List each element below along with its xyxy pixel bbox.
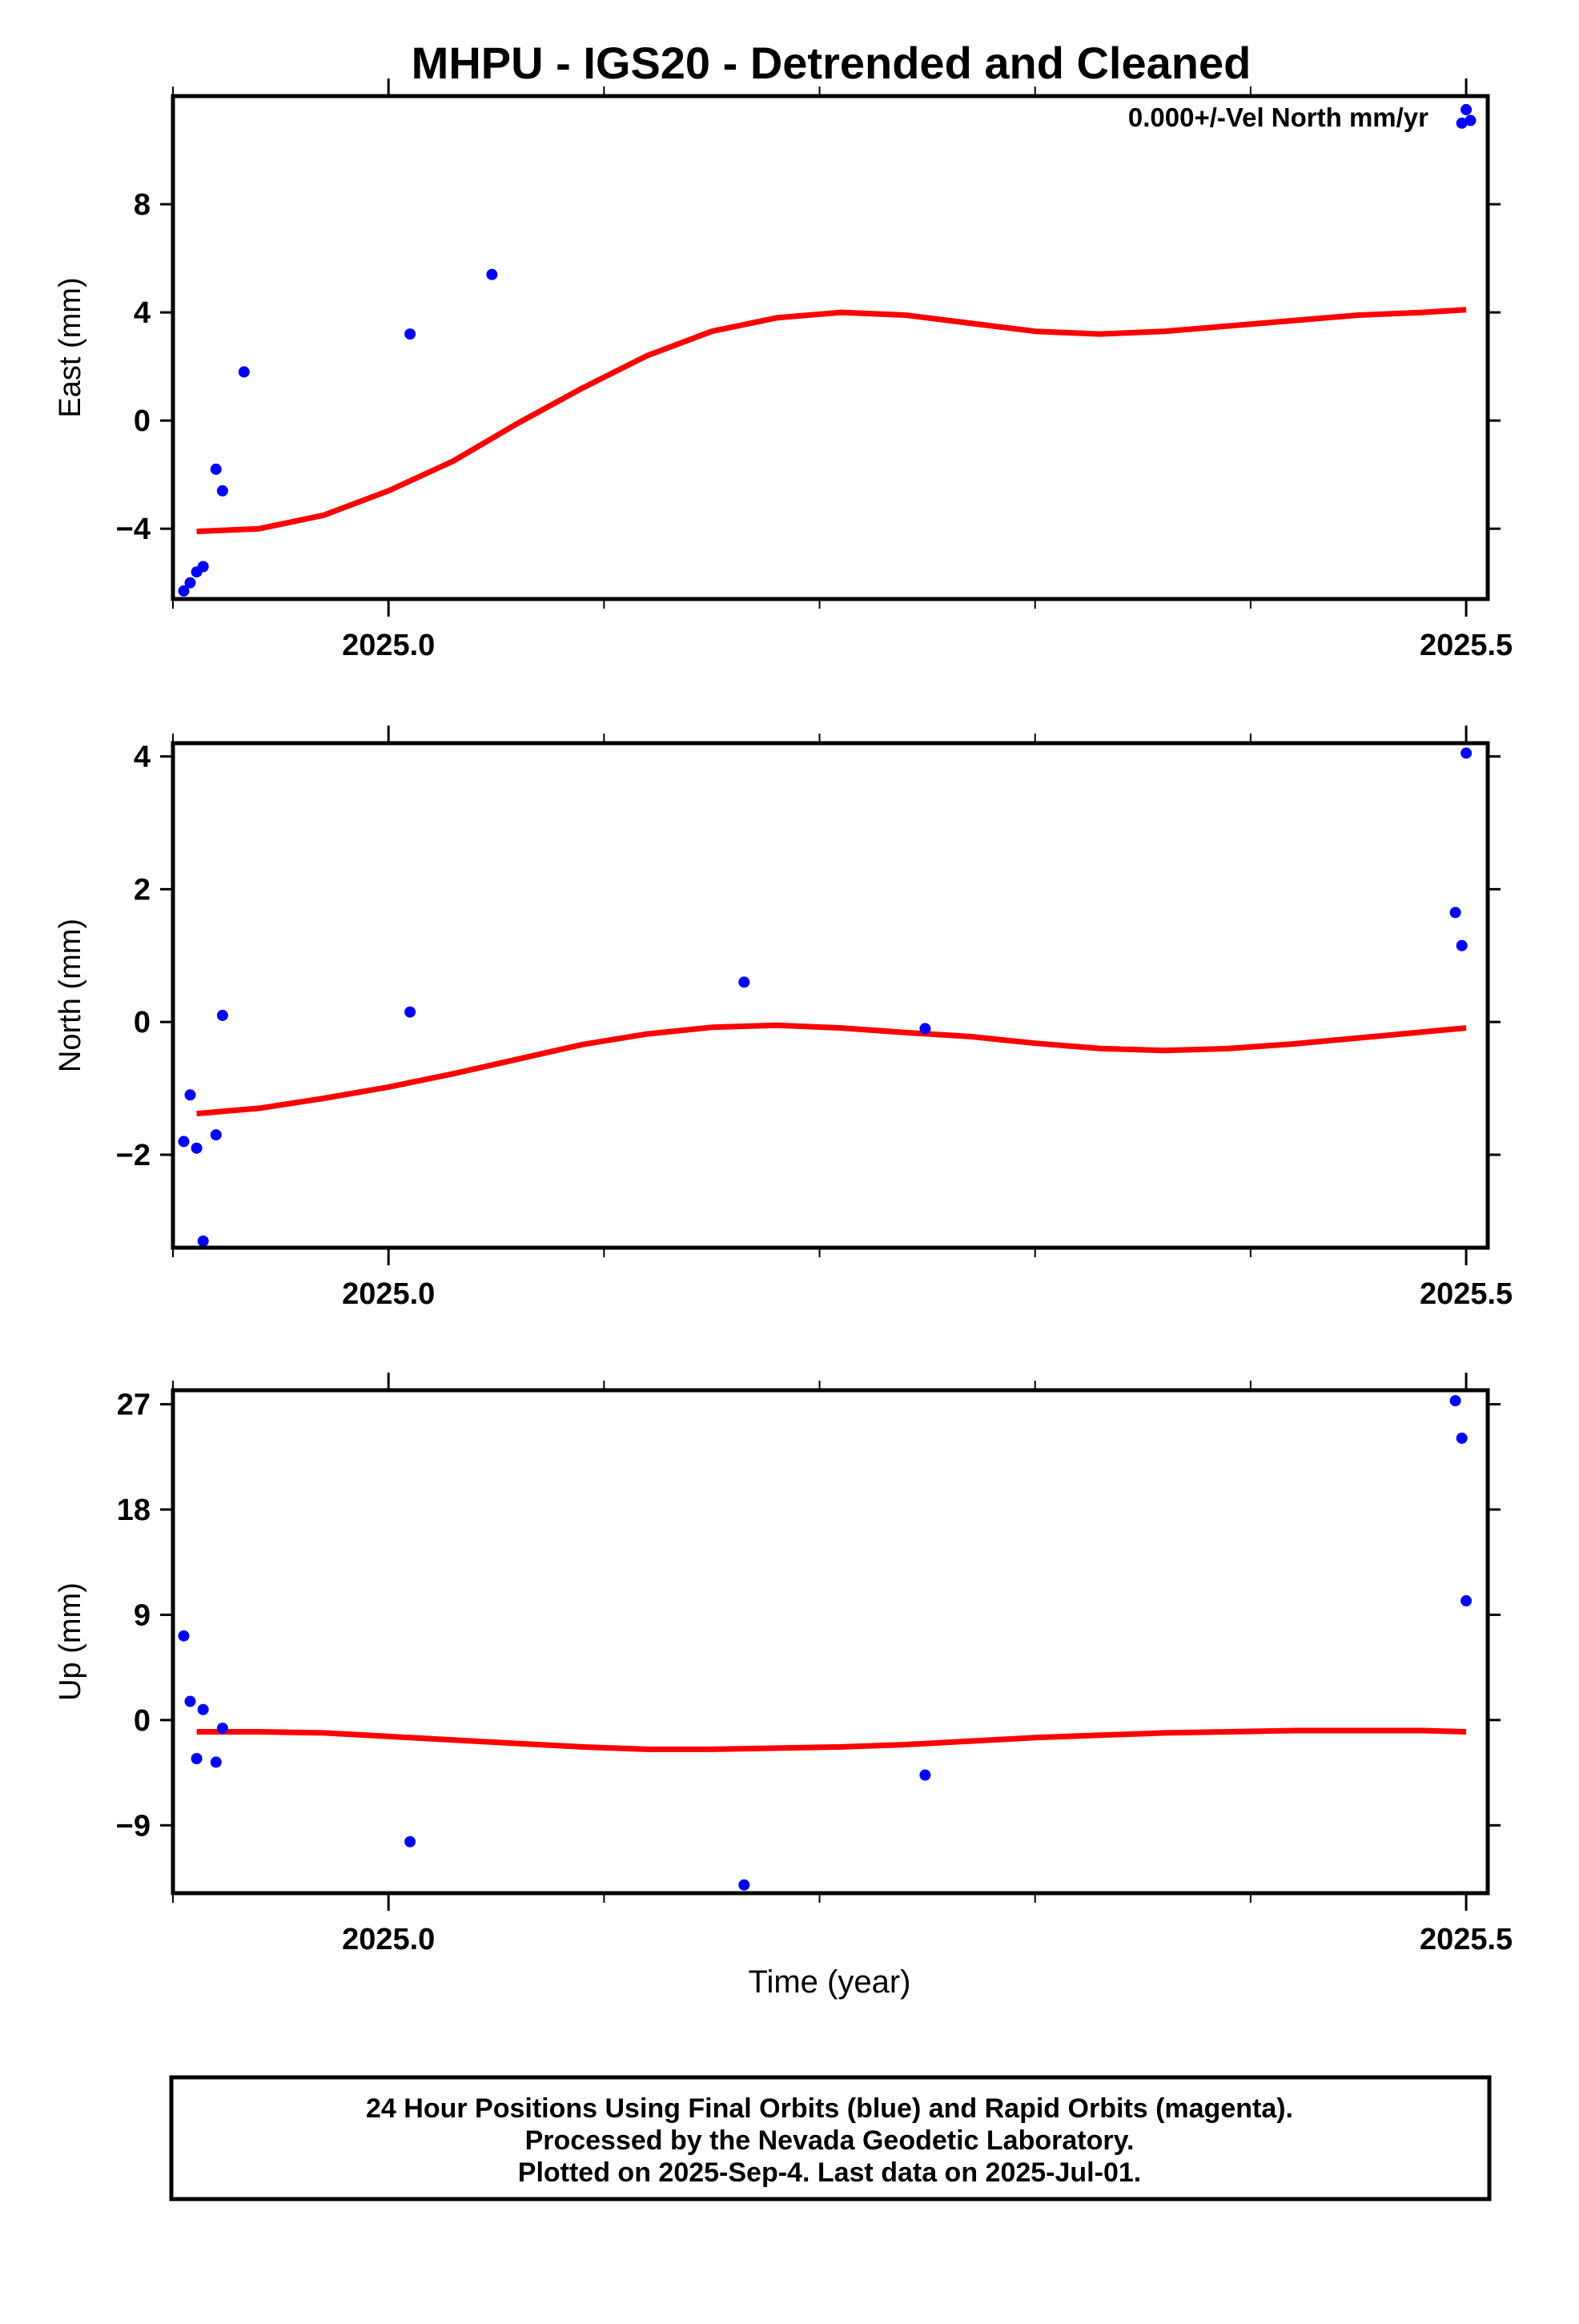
up-data-point <box>178 1630 190 1642</box>
up-ylabel: Up (mm) <box>54 1582 87 1701</box>
north-data-point <box>1460 747 1473 759</box>
east-xtick-label: 2025.5 <box>1420 629 1513 662</box>
north-ytick-label: 4 <box>134 741 151 774</box>
up-xtick-label: 2025.0 <box>342 1923 435 1956</box>
north-xtick-label: 2025.0 <box>342 1277 435 1311</box>
up-ytick-label: 18 <box>117 1494 151 1527</box>
east-data-point <box>178 585 190 597</box>
north-data-point <box>191 1142 203 1154</box>
north-data-point <box>210 1129 222 1141</box>
x-axis-label: Time (year) <box>749 1964 911 2000</box>
up-data-point <box>197 1703 209 1715</box>
north-data-point <box>919 1023 931 1035</box>
north-data-point <box>216 1009 228 1021</box>
north-frame <box>171 741 1490 1250</box>
up-xtick-label: 2025.5 <box>1420 1923 1513 1956</box>
footer-line-2: Processed by the Nevada Geodetic Laborat… <box>525 2125 1135 2156</box>
up-frame <box>171 1388 1490 1896</box>
east-data-point <box>486 268 498 280</box>
footer-box <box>169 2075 1492 2201</box>
north-ytick-label: 0 <box>134 1006 151 1039</box>
footer-line-3: Plotted on 2025-Sep-4. Last data on 2025… <box>518 2157 1141 2188</box>
up-ytick-label: −9 <box>116 1809 151 1843</box>
north-panel: −2 0 2 4 2025.0 2025.5 North (mm) <box>54 726 1513 1311</box>
east-data-point <box>210 463 222 475</box>
velocity-annotation: 0.000+/-Vel North mm/yr <box>1128 103 1428 132</box>
east-frame <box>171 94 1490 601</box>
east-panel: −4 0 4 8 2025.0 2025.5 East (mm) <box>54 78 1513 662</box>
up-data-point <box>216 1723 228 1735</box>
east-fit-line <box>196 307 1467 535</box>
up-data-point <box>1449 1395 1461 1407</box>
up-data-point <box>210 1756 222 1768</box>
north-ylabel: North (mm) <box>54 919 87 1072</box>
up-data-point <box>1456 1432 1468 1444</box>
north-ytick-label: −2 <box>116 1139 151 1172</box>
up-data-point <box>919 1769 931 1781</box>
up-data-point <box>1460 1594 1473 1606</box>
north-ytick-label: 2 <box>134 873 151 907</box>
north-data-point <box>738 976 750 988</box>
east-data-point <box>238 366 250 378</box>
up-ytick-label: 9 <box>134 1598 151 1632</box>
east-data-point <box>1460 103 1473 115</box>
north-xtick-label: 2025.5 <box>1420 1277 1513 1311</box>
east-data-point <box>216 485 228 497</box>
east-ytick-label: 4 <box>134 296 151 330</box>
east-ytick-label: 0 <box>134 404 151 438</box>
up-ytick-label: 27 <box>117 1389 151 1422</box>
east-ylabel: East (mm) <box>54 277 87 417</box>
up-data-point <box>404 1835 416 1848</box>
up-data-point <box>191 1753 203 1764</box>
up-fit-line <box>196 1727 1467 1752</box>
east-data-point <box>1456 117 1468 129</box>
north-fit-line <box>196 1022 1467 1117</box>
east-data-point <box>184 577 196 589</box>
up-panel: −9 0 9 18 27 2025.0 2025.5 Up (mm) <box>54 1373 1513 1956</box>
north-data-point <box>404 1006 416 1018</box>
east-xtick-label: 2025.0 <box>342 629 435 662</box>
east-data-point <box>1464 115 1477 127</box>
east-data-point <box>197 561 209 573</box>
north-data-point <box>184 1089 196 1101</box>
east-data-point <box>404 328 416 340</box>
up-data-point <box>738 1879 750 1891</box>
up-ytick-label: 0 <box>134 1704 151 1738</box>
footer-line-1: 24 Hour Positions Using Final Orbits (bl… <box>366 2093 1293 2124</box>
east-ytick-label: 8 <box>134 188 151 222</box>
north-data-point <box>1449 907 1461 919</box>
north-data-point <box>197 1235 209 1247</box>
north-data-point <box>178 1136 190 1148</box>
east-ytick-label: −4 <box>116 513 151 546</box>
chart-title: MHPU - IGS20 - Detrended and Cleaned <box>412 38 1252 88</box>
up-data-point <box>184 1695 196 1707</box>
north-data-point <box>1456 939 1468 951</box>
